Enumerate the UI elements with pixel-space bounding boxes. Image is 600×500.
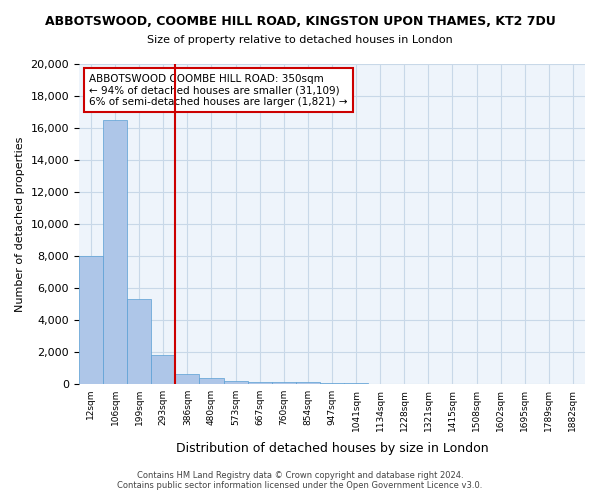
Bar <box>151 355 175 384</box>
Text: ABBOTSWOOD COOMBE HILL ROAD: 350sqm
← 94% of detached houses are smaller (31,109: ABBOTSWOOD COOMBE HILL ROAD: 350sqm ← 94… <box>89 74 347 107</box>
Y-axis label: Number of detached properties: Number of detached properties <box>15 136 25 312</box>
Bar <box>127 299 151 384</box>
Text: Size of property relative to detached houses in London: Size of property relative to detached ho… <box>147 35 453 45</box>
Bar <box>175 374 199 384</box>
Bar <box>320 383 344 384</box>
X-axis label: Distribution of detached houses by size in London: Distribution of detached houses by size … <box>176 442 488 455</box>
Bar <box>79 256 103 384</box>
Bar <box>296 382 320 384</box>
Text: Contains HM Land Registry data © Crown copyright and database right 2024.
Contai: Contains HM Land Registry data © Crown c… <box>118 470 482 490</box>
Bar <box>103 120 127 384</box>
Bar <box>248 382 272 384</box>
Text: ABBOTSWOOD, COOMBE HILL ROAD, KINGSTON UPON THAMES, KT2 7DU: ABBOTSWOOD, COOMBE HILL ROAD, KINGSTON U… <box>44 15 556 28</box>
Bar <box>272 382 296 384</box>
Bar <box>224 380 248 384</box>
Bar <box>199 378 224 384</box>
